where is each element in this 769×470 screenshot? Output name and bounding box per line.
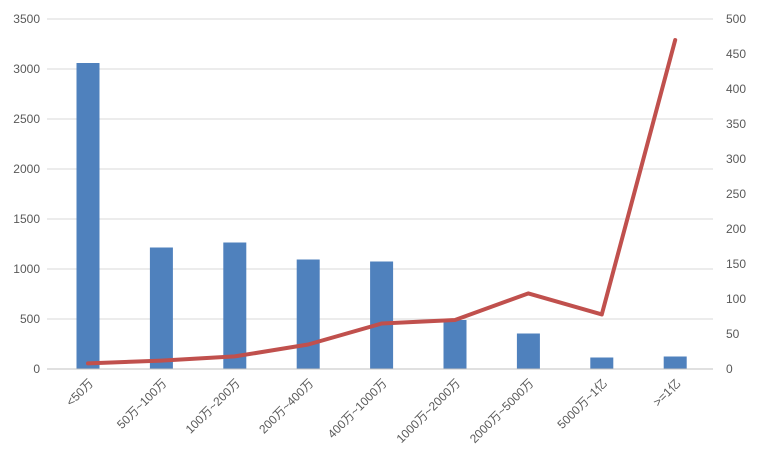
bar-4[interactable] — [370, 261, 394, 370]
left-axis-tick-label: 1000 — [13, 262, 40, 276]
bar-2[interactable] — [223, 242, 247, 370]
x-axis-category-label: >=1亿 — [650, 376, 684, 410]
right-axis-tick-label: 0 — [726, 362, 733, 376]
x-axis-category-label: <50万 — [63, 376, 96, 409]
left-axis-tick-label: 2500 — [13, 112, 40, 126]
left-axis-tick-label: 1500 — [13, 212, 40, 226]
x-axis-category-label: 2000万~5000万 — [467, 376, 537, 446]
right-axis-tick-label: 400 — [726, 82, 746, 96]
left-axis-tick-label: 3500 — [13, 12, 40, 26]
right-axis-tick-label: 200 — [726, 222, 746, 236]
bar-8[interactable] — [663, 356, 687, 370]
left-axis-tick-label: 0 — [33, 362, 40, 376]
x-axis-category-label: 400万~1000万 — [325, 376, 390, 441]
x-axis-category-label: 5000万~1亿 — [554, 376, 610, 432]
right-axis-tick-label: 100 — [726, 292, 746, 306]
left-axis-tick-label: 500 — [20, 312, 40, 326]
right-axis-tick-label: 500 — [726, 12, 746, 26]
right-axis-tick-label: 50 — [726, 327, 740, 341]
x-axis-category-label: 50万~100万 — [114, 376, 169, 431]
line-series[interactable] — [86, 38, 678, 366]
x-axis-category-label: 1000万~2000万 — [394, 376, 464, 446]
bar-3[interactable] — [296, 259, 320, 370]
right-axis-tick-label: 300 — [726, 152, 746, 166]
left-axis-tick-label: 2000 — [13, 162, 40, 176]
right-axis-tick-label: 250 — [726, 187, 746, 201]
bar-5[interactable] — [443, 320, 467, 369]
x-axis-category-label: 100万~200万 — [183, 376, 243, 436]
right-axis-tick-label: 450 — [726, 47, 746, 61]
bar-6[interactable] — [516, 333, 540, 370]
right-axis-tick-label: 350 — [726, 117, 746, 131]
right-axis-tick-label: 150 — [726, 257, 746, 271]
x-axis-category-label: 200万~400万 — [256, 376, 316, 436]
bar-1[interactable] — [149, 247, 173, 370]
left-axis-tick-label: 3000 — [13, 62, 40, 76]
bar-7[interactable] — [590, 357, 614, 370]
bar-0[interactable] — [76, 63, 100, 369]
